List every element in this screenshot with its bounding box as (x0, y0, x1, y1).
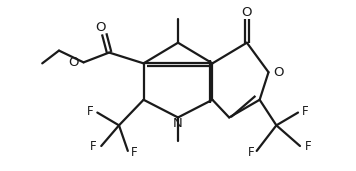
Text: O: O (242, 6, 252, 19)
Text: F: F (90, 141, 97, 154)
Text: N: N (173, 117, 183, 130)
Text: O: O (273, 66, 284, 79)
Text: F: F (304, 141, 311, 154)
Text: O: O (95, 21, 105, 34)
Text: F: F (302, 105, 308, 118)
Text: F: F (130, 146, 137, 159)
Text: O: O (68, 56, 79, 69)
Text: F: F (247, 146, 254, 159)
Text: F: F (87, 105, 94, 118)
